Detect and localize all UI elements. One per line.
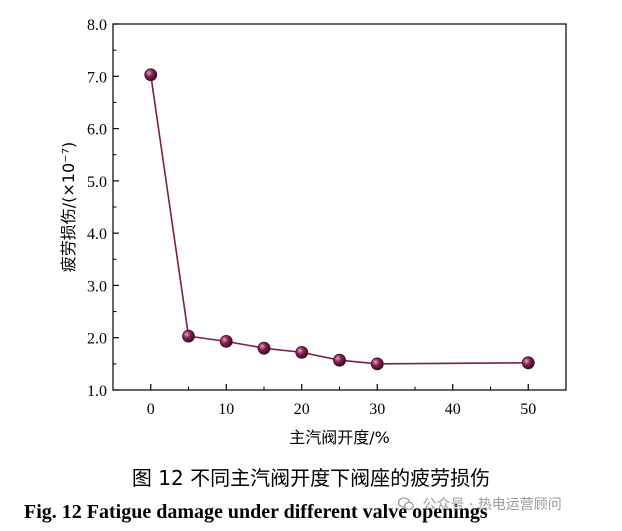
wechat-icon <box>398 497 414 511</box>
x-tick-label: 0 <box>147 401 155 418</box>
data-point <box>370 357 384 371</box>
x-tick-label: 10 <box>218 401 234 418</box>
y-tick-label: 3.0 <box>87 278 107 295</box>
data-point <box>144 68 158 82</box>
data-point <box>257 341 271 355</box>
y-axis-label: 疲劳损伤/(×10⁻⁷) <box>59 142 78 273</box>
data-point <box>521 356 535 370</box>
data-point <box>182 329 195 343</box>
x-tick-label: 30 <box>369 401 385 418</box>
y-tick-label: 5.0 <box>87 174 107 191</box>
figure-caption-en: Fig. 12 Fatigue damage under different v… <box>24 501 488 523</box>
watermark-text: 公众号 · 热电运营顾问 <box>422 497 562 513</box>
y-tick-label: 1.0 <box>87 383 107 400</box>
x-tick-label: 40 <box>445 401 461 418</box>
x-axis-label: 主汽阀开度/% <box>289 428 390 447</box>
y-tick-label: 6.0 <box>87 122 107 139</box>
y-tick-label: 4.0 <box>87 226 107 243</box>
y-tick-label: 7.0 <box>87 69 107 86</box>
x-tick-label: 50 <box>520 401 536 418</box>
y-tick-label: 2.0 <box>87 331 107 348</box>
figure-caption-cn: 图 12 不同主汽阀开度下阀座的疲劳损伤 <box>131 466 491 490</box>
series-line <box>149 74 529 365</box>
plot-frame <box>112 23 567 391</box>
y-tick-label: 8.0 <box>87 17 107 34</box>
fatigue-damage-chart: 1.0 2.0 3.0 4.0 5.0 6.0 7.0 8.0 0 10 20 30 40 50 主汽阀开度… <box>59 17 567 447</box>
data-point <box>219 334 233 348</box>
watermark: 公众号 · 热电运营顾问 <box>398 494 562 514</box>
data-point <box>295 345 309 359</box>
data-point <box>333 353 346 367</box>
x-tick-label: 20 <box>294 401 310 418</box>
